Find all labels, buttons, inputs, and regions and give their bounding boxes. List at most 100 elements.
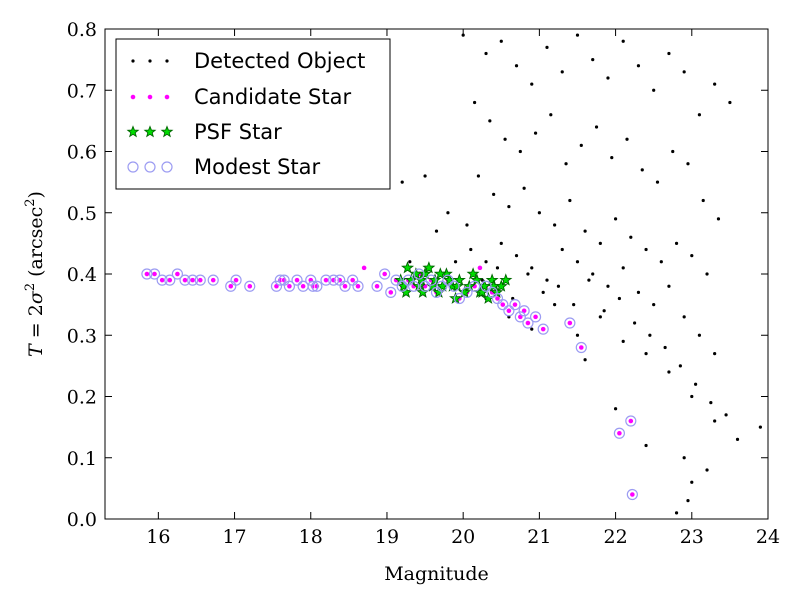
detected-object-point (465, 223, 469, 227)
detected-object-point (423, 174, 427, 178)
y-axis-title: T = 2σ2 (arcsec2) (23, 191, 47, 357)
candidate-star-point (381, 271, 388, 277)
y-axis-title-eq: = 2 (25, 304, 47, 344)
detected-object-point (583, 358, 587, 362)
modest-star-point (148, 268, 161, 280)
candidate-star-point (227, 283, 234, 290)
detected-object-point (682, 70, 686, 74)
detected-object-point (690, 254, 694, 258)
modest-star-point (564, 317, 576, 329)
detected-object-point (713, 352, 717, 356)
x-tick-label: 24 (756, 526, 780, 548)
candidate-star-point (499, 301, 506, 308)
candidate-star-point (182, 277, 188, 284)
modest-star-point (436, 280, 448, 292)
modest-star-point (514, 311, 526, 323)
detected-object-point (667, 370, 671, 374)
detected-object-point (518, 149, 522, 154)
psf-star-point (452, 273, 466, 286)
detected-object-point (735, 437, 740, 441)
legend-label-modest-star: Modest Star (194, 155, 320, 179)
legend-marker-detected-object (165, 59, 169, 63)
modest-star-point (408, 280, 420, 292)
psf-star-point (475, 285, 489, 298)
modest-star-point (509, 299, 521, 311)
candidate-star-point (144, 271, 150, 277)
detected-object-point (575, 260, 580, 264)
detected-object-point (446, 211, 450, 215)
psf-star-point (399, 285, 413, 298)
candidate-star-point (300, 283, 307, 290)
detected-object-point (655, 180, 660, 184)
modest-star-point (390, 274, 402, 286)
y-axis-ticks: 0.0 0.1 0.2 0.3 0.4 0.5 0.6 0.7 0.8 (67, 19, 768, 531)
detected-object-point (633, 321, 637, 325)
legend-marker-modest-star (161, 161, 173, 173)
detected-object-point (629, 235, 633, 239)
psf-star-point (466, 267, 480, 280)
candidate-star-point (629, 491, 636, 498)
detected-object-point (621, 266, 625, 270)
detected-object-point (636, 290, 641, 294)
modest-star-point (274, 274, 286, 286)
candidate-star-point (532, 313, 539, 320)
detected-object-point (499, 39, 503, 43)
candidate-star-point (246, 283, 253, 290)
detected-object-point (583, 229, 587, 233)
candidate-star-point (151, 271, 158, 277)
modest-star-point (503, 305, 515, 317)
detected-object-point (434, 229, 439, 233)
psf-star-point (458, 285, 472, 298)
candidate-star-point (355, 283, 361, 290)
detected-object-point (636, 64, 641, 68)
modest-star-point (626, 488, 638, 501)
detected-object-point (602, 309, 606, 313)
y-tick-label: 0.3 (67, 325, 97, 347)
detected-object-point (568, 198, 572, 203)
detected-object-point (640, 168, 644, 172)
x-axis-title: Magnitude (384, 563, 489, 585)
candidate-star-point (189, 277, 196, 284)
modest-star-point (291, 274, 303, 286)
candidate-star-point (387, 289, 394, 296)
detected-object-point (492, 192, 496, 196)
legend-marker-psf-star (160, 125, 174, 138)
detected-object-point (652, 88, 656, 92)
detected-object-point (522, 186, 526, 190)
detected-object-point (648, 333, 652, 337)
legend-label-candidate-star: Candidate Star (194, 85, 351, 109)
candidate-star-point (323, 277, 329, 284)
x-tick-label: 17 (222, 526, 246, 548)
modest-star-point (425, 274, 437, 286)
detected-object-point (484, 260, 488, 264)
modest-star-point (448, 280, 460, 292)
detected-object-point (671, 149, 675, 154)
legend-marker-modest-star (127, 161, 139, 173)
legend-marker-psf-star (126, 125, 140, 138)
legend-markers (126, 59, 174, 173)
detected-object-point (556, 284, 561, 288)
modest-star-point (171, 268, 183, 280)
detected-object-point (495, 266, 500, 270)
detected-object-point (526, 272, 530, 276)
modest-star-point (537, 323, 549, 335)
detected-object-point (408, 260, 412, 264)
detected-object-point (663, 345, 667, 350)
detected-object-point (530, 82, 534, 86)
psf-star-point (433, 267, 447, 280)
detected-object-point (503, 137, 507, 141)
detected-object-point (591, 58, 595, 62)
modest-star-point (575, 341, 587, 354)
legend-marker-candidate-star (130, 94, 136, 100)
psf-star-point (401, 261, 415, 274)
detected-object-point (514, 254, 519, 258)
detected-object-point (579, 143, 583, 147)
detected-object-point (530, 266, 534, 270)
candidate-star-point (159, 277, 166, 284)
detected-object-point (617, 296, 621, 301)
modest-star-point (305, 274, 317, 286)
detected-object-point (610, 156, 614, 160)
modest-star-point (156, 274, 168, 286)
modest-star-point (371, 280, 383, 292)
